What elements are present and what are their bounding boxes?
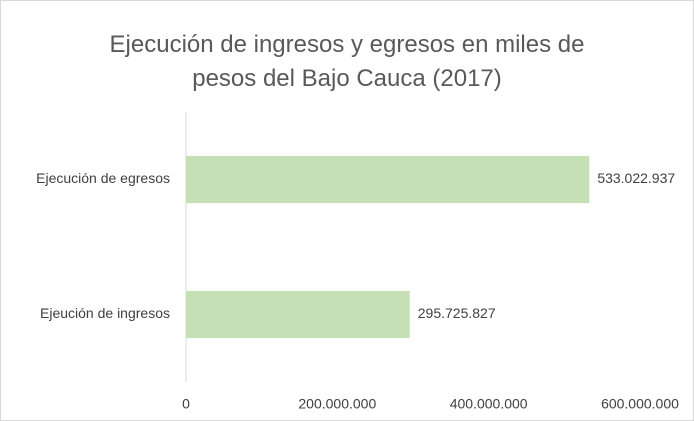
bar bbox=[186, 155, 590, 204]
y-tick-label: Ejeución de ingresos bbox=[40, 305, 170, 321]
chart-title: Ejecución de ingresos y egresos en miles… bbox=[109, 31, 585, 92]
data-label: 295.725.827 bbox=[418, 305, 496, 321]
data-label: 533.022.937 bbox=[597, 170, 675, 186]
y-tick-label: Ejecución de egresos bbox=[36, 170, 170, 186]
x-tick-label: 400.000.000 bbox=[450, 396, 528, 412]
x-tick-label: 200.000.000 bbox=[298, 396, 376, 412]
bar bbox=[186, 290, 410, 339]
x-tick-label: 0 bbox=[182, 396, 190, 412]
x-tick-label: 600.000.000 bbox=[601, 396, 679, 412]
